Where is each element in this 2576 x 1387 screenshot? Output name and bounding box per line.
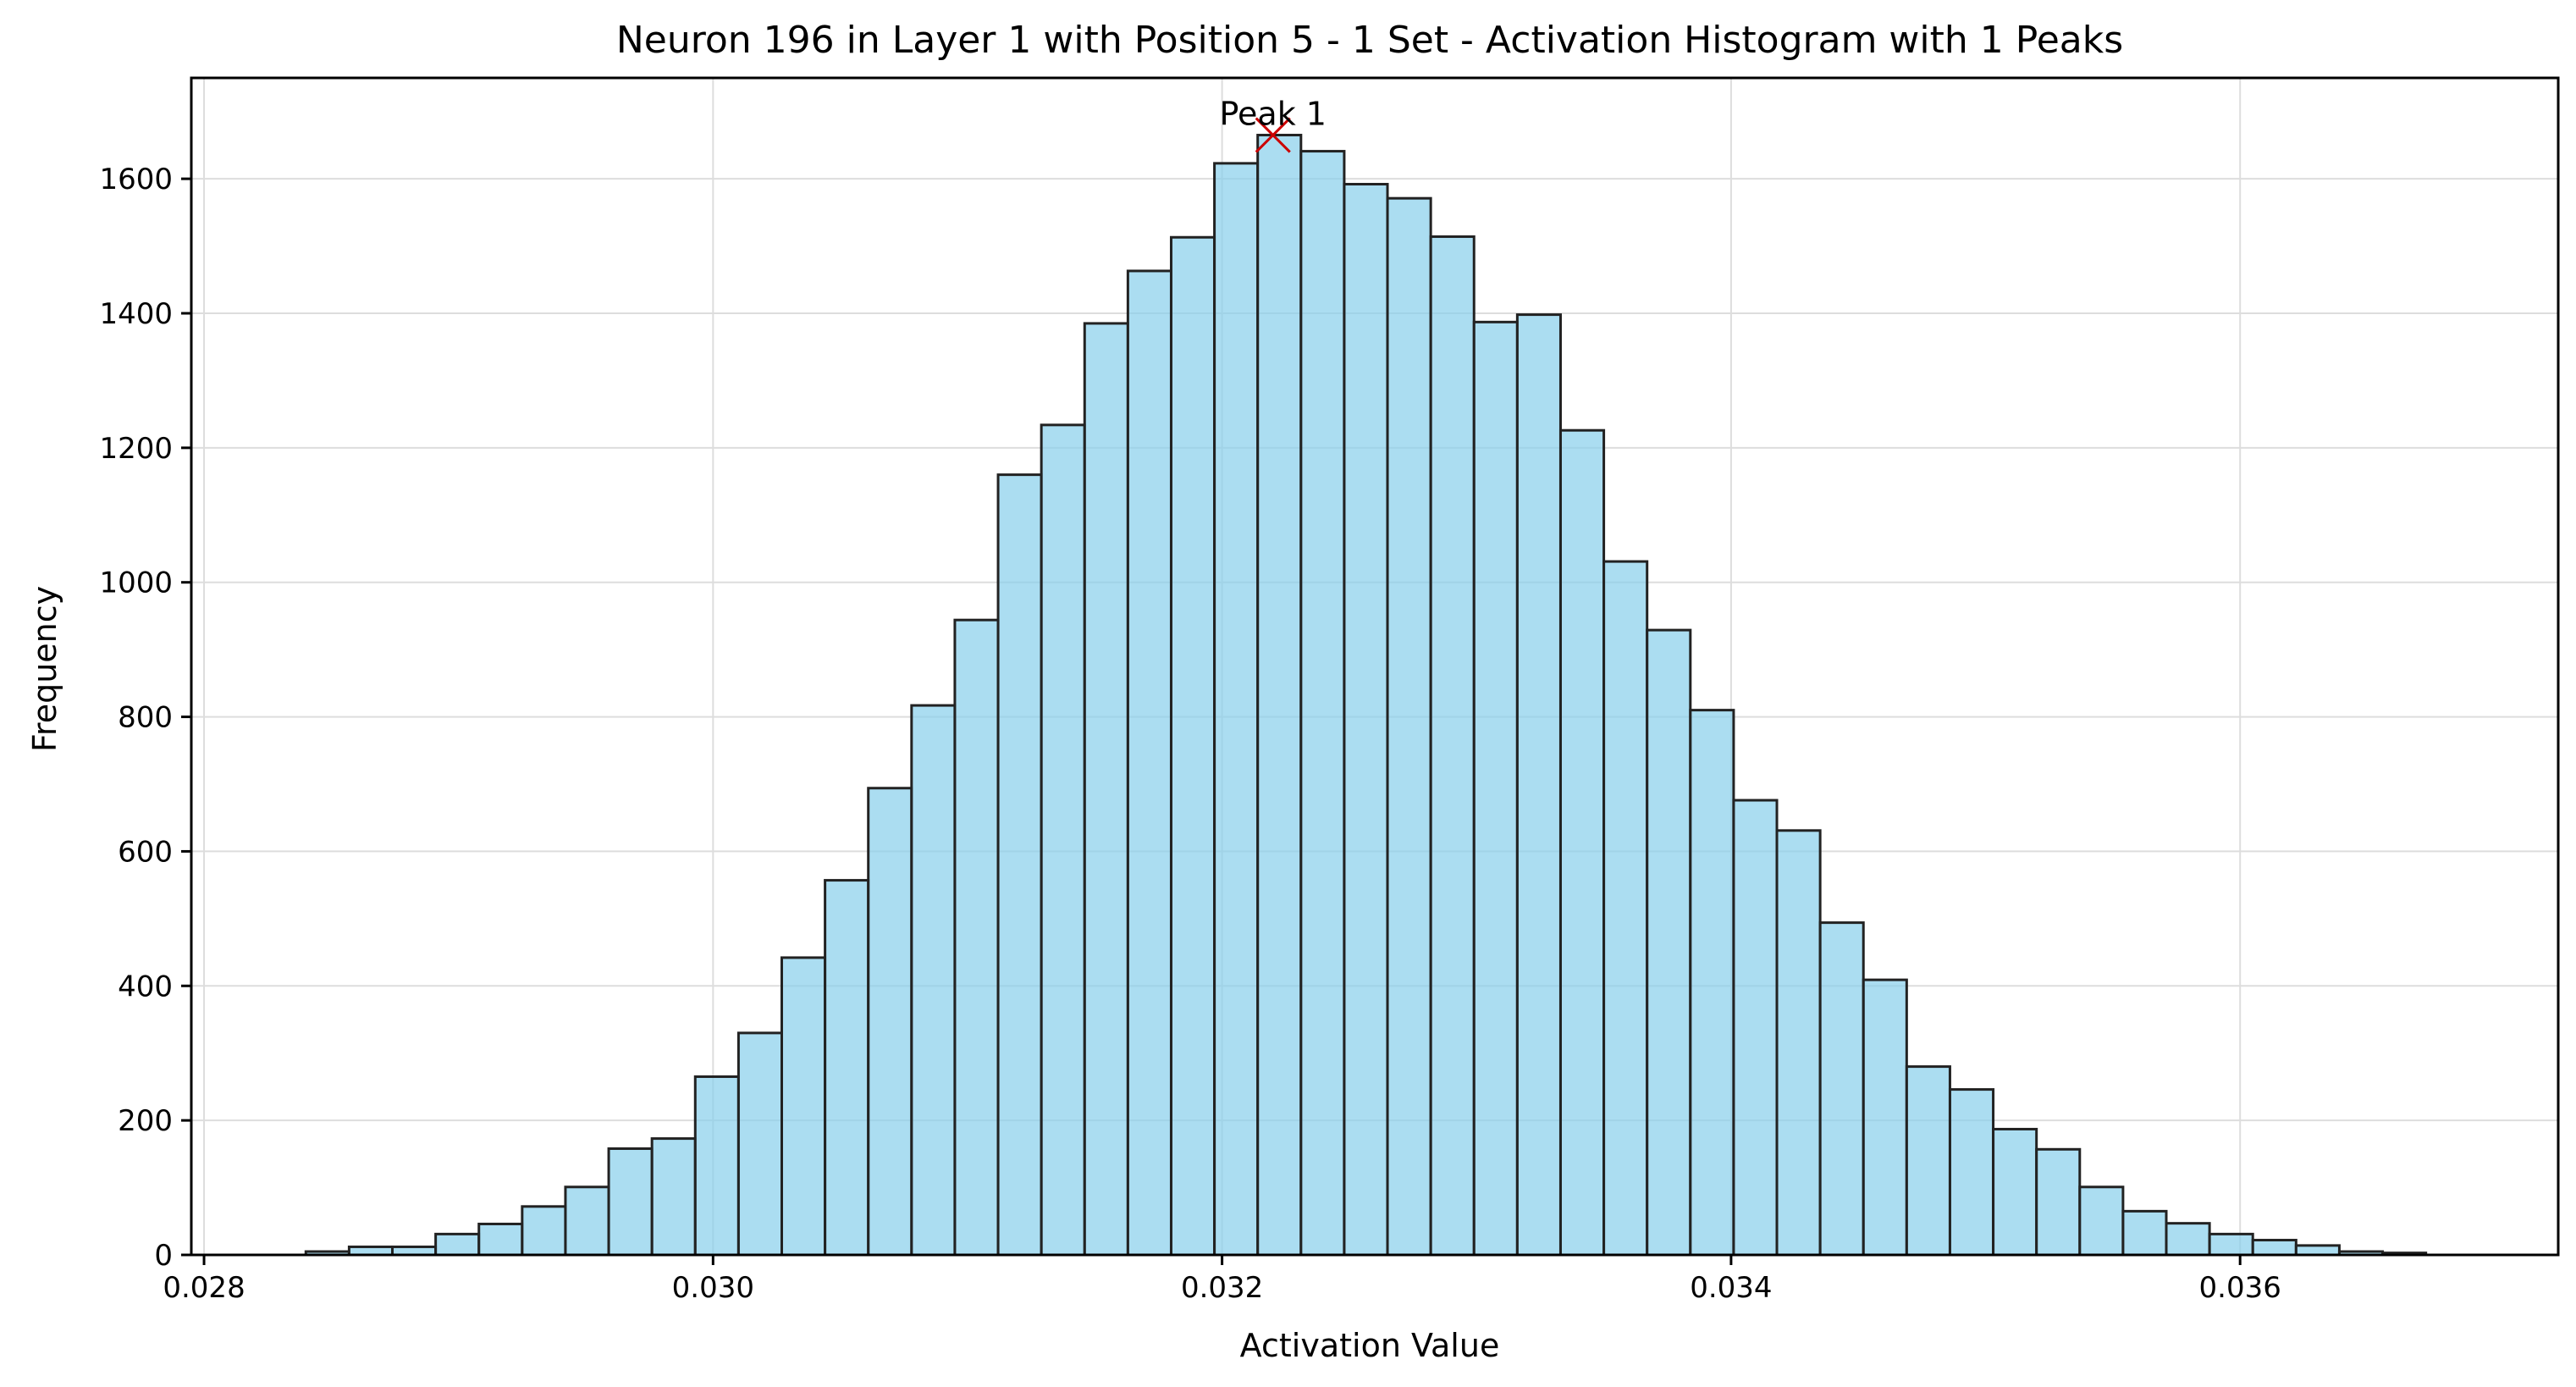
histogram-bar xyxy=(2294,1244,2341,1257)
y-tick-label: 1400 xyxy=(99,297,173,331)
histogram-bar xyxy=(1646,628,1692,1257)
histogram-bar xyxy=(1818,921,1865,1257)
histogram-bar xyxy=(434,1232,481,1257)
histogram-bar xyxy=(996,473,1043,1257)
histogram-bar xyxy=(1732,798,1779,1257)
x-tick-label: 0.032 xyxy=(1181,1271,1263,1305)
x-tick-label: 0.028 xyxy=(163,1271,245,1305)
histogram-bar xyxy=(867,787,913,1257)
histogram-bar xyxy=(2251,1239,2297,1257)
y-tick-label: 400 xyxy=(118,970,173,1003)
histogram-bar xyxy=(1429,235,1476,1257)
histogram-bar xyxy=(2208,1232,2254,1257)
histogram-bar xyxy=(1948,1088,1995,1257)
histogram-bar xyxy=(1602,560,1649,1257)
histogram-bar xyxy=(1992,1127,2038,1257)
x-tick-label: 0.034 xyxy=(1690,1271,1772,1305)
plot-frame xyxy=(190,76,2560,1257)
histogram-bar xyxy=(1515,313,1562,1257)
peak-label: Peak 1 xyxy=(1219,96,1327,133)
histogram-bar xyxy=(1083,322,1129,1257)
histogram-bar xyxy=(1558,428,1606,1257)
histogram-bar xyxy=(607,1147,654,1257)
histogram-bar xyxy=(693,1075,740,1257)
x-tick-label: 0.036 xyxy=(2199,1271,2281,1305)
histogram-bar xyxy=(1126,269,1172,1257)
histogram-bar xyxy=(521,1205,567,1257)
chart-title: Neuron 196 in Layer 1 with Position 5 - … xyxy=(616,19,2123,62)
histogram-bar xyxy=(910,704,957,1257)
histogram-bar xyxy=(650,1137,697,1257)
y-axis-label: Frequency xyxy=(26,586,63,752)
histogram-bar xyxy=(564,1185,610,1257)
x-axis-label: Activation Value xyxy=(1240,1327,1500,1364)
histogram-bar xyxy=(780,956,827,1257)
histogram-bar xyxy=(1689,709,1735,1257)
histogram-bar xyxy=(1256,134,1303,1257)
histogram-bar xyxy=(1905,1065,1951,1257)
histogram-bar xyxy=(2121,1209,2168,1257)
histogram-bar xyxy=(2078,1185,2125,1257)
y-tick-label: 1200 xyxy=(99,432,173,466)
histogram-bar xyxy=(736,1031,783,1257)
bars xyxy=(304,134,2428,1257)
y-tick-label: 0 xyxy=(154,1239,173,1273)
histogram-bar xyxy=(1169,235,1216,1257)
histogram-bar xyxy=(2035,1147,2082,1257)
histogram-bar xyxy=(1472,320,1519,1257)
peak-markers: Peak 1 xyxy=(1219,96,1327,153)
histogram-bar xyxy=(2165,1222,2211,1257)
histogram-bar xyxy=(1862,978,1908,1257)
histogram-bar xyxy=(953,618,1000,1257)
x-tick-label: 0.030 xyxy=(672,1271,754,1305)
y-tick-label: 1000 xyxy=(99,566,173,600)
histogram-bar xyxy=(1775,829,1822,1257)
y-tick-label: 800 xyxy=(118,701,173,735)
axes: 0.028 0.030 0.032 0.034 0.036 0 200 400 600 800 10… xyxy=(99,76,2560,1305)
y-tick-label: 200 xyxy=(118,1104,173,1138)
histogram-bar xyxy=(477,1222,524,1257)
histogram-bar xyxy=(1343,182,1389,1257)
histogram-bar xyxy=(1386,196,1432,1257)
y-tick-label: 600 xyxy=(118,835,173,869)
y-tick-label: 1600 xyxy=(99,163,173,196)
histogram-bar xyxy=(1213,162,1260,1257)
histogram-bar xyxy=(1040,423,1086,1257)
histogram-bar xyxy=(824,879,870,1257)
histogram-bar xyxy=(1299,150,1346,1257)
peak-marker xyxy=(1255,117,1291,153)
